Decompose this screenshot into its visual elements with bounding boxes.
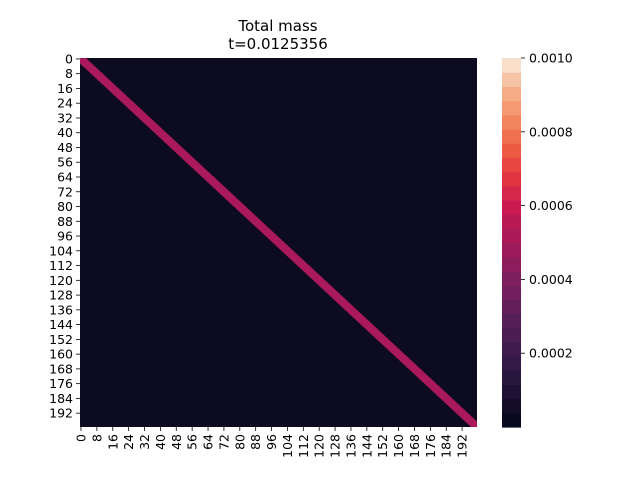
y-tick-label: 64: [57, 170, 73, 185]
colorbar: 0.0002 0.0004 0.0006 0.0008 0.0010: [502, 51, 573, 428]
heatmap-plot-area: [80, 58, 477, 427]
colorbar-tick-label: 0.0004: [529, 272, 573, 287]
colorbar-step: [502, 214, 521, 229]
y-tick-label: 16: [57, 81, 73, 96]
x-tick-label: 72: [216, 434, 231, 450]
y-tick-label: 128: [49, 288, 73, 303]
colorbar-step: [502, 199, 521, 215]
colorbar-step: [502, 270, 521, 286]
colorbar-step: [502, 370, 521, 386]
colorbar-step: [502, 171, 521, 187]
colorbar-step: [502, 157, 521, 173]
y-axis: 0816243240485664728088961041121201281361…: [49, 51, 80, 421]
x-tick-label: 160: [391, 434, 406, 458]
x-tick-label: 144: [359, 434, 374, 458]
x-tick-label: 96: [264, 434, 279, 450]
colorbar-step: [502, 86, 521, 102]
colorbar-tick-label: 0.0002: [529, 346, 573, 361]
colorbar-tick-label: 0.0008: [529, 124, 573, 139]
x-tick-label: 176: [423, 434, 438, 458]
y-tick-label: 144: [49, 317, 73, 332]
x-tick-label: 56: [185, 434, 200, 450]
x-tick-label: 184: [439, 434, 454, 458]
x-tick-label: 40: [153, 434, 168, 450]
x-tick-label: 88: [248, 434, 263, 450]
y-tick-label: 32: [57, 110, 73, 125]
colorbar-step: [502, 72, 521, 87]
x-tick-label: 120: [312, 434, 327, 458]
x-tick-label: 112: [296, 434, 311, 458]
colorbar-tick-label: 0.0006: [529, 198, 573, 213]
colorbar-step: [502, 398, 521, 414]
colorbar-step: [502, 114, 521, 130]
y-tick-label: 104: [49, 243, 73, 258]
x-tick-label: 80: [232, 434, 247, 450]
x-tick-label: 24: [121, 434, 136, 450]
y-tick-label: 160: [49, 347, 73, 362]
y-tick-label: 96: [57, 229, 73, 244]
y-tick-label: 184: [49, 391, 73, 406]
colorbar-step: [502, 256, 521, 272]
x-tick-label: 0: [73, 434, 88, 442]
x-tick-label: 192: [455, 434, 470, 458]
x-tick-label: 8: [89, 434, 104, 442]
colorbar-step: [502, 100, 521, 116]
colorbar-step: [502, 228, 521, 244]
y-tick-label: 8: [65, 66, 73, 81]
x-tick-label: 136: [343, 434, 358, 458]
x-tick-label: 168: [407, 434, 422, 458]
y-tick-label: 56: [57, 155, 73, 170]
y-tick-label: 24: [57, 96, 73, 111]
colorbar-step: [502, 412, 521, 428]
x-tick-label: 128: [328, 434, 343, 458]
x-tick-label: 104: [280, 434, 295, 458]
x-tick-label: 32: [137, 434, 152, 450]
chart-title: Total mass: [237, 17, 317, 35]
colorbar-step: [502, 242, 521, 258]
colorbar-step: [502, 143, 521, 158]
y-tick-label: 152: [49, 332, 73, 347]
y-tick-label: 112: [49, 258, 73, 273]
y-tick-label: 80: [57, 199, 73, 214]
y-tick-label: 176: [49, 376, 73, 391]
y-tick-label: 0: [65, 51, 73, 66]
y-tick-label: 72: [57, 184, 73, 199]
x-tick-label: 152: [375, 434, 390, 458]
colorbar-tick-label: 0.0010: [529, 51, 573, 66]
chart-subtitle: t=0.0125356: [228, 35, 328, 53]
colorbar-step: [502, 299, 521, 315]
colorbar-step: [502, 58, 521, 73]
x-axis: 0 8 16 24 32 40 48 56 64 72 80 88 96 104 112 120 128 136 1…: [73, 427, 470, 458]
y-tick-label: 40: [57, 125, 73, 140]
colorbar-step: [502, 356, 521, 371]
colorbar-step: [502, 313, 521, 329]
y-tick-label: 168: [49, 361, 73, 376]
y-tick-label: 192: [49, 406, 73, 421]
colorbar-step: [502, 285, 521, 300]
y-tick-label: 120: [49, 273, 73, 288]
colorbar-step: [502, 327, 521, 343]
y-tick-label: 88: [57, 214, 73, 229]
diagonal-band: [80, 58, 477, 427]
colorbar-step: [502, 128, 521, 144]
x-tick-label: 64: [201, 434, 216, 450]
y-tick-label: 48: [57, 140, 73, 155]
colorbar-step: [502, 341, 521, 357]
x-tick-label: 16: [105, 434, 120, 450]
colorbar-step: [502, 384, 521, 400]
x-tick-label: 48: [169, 434, 184, 450]
colorbar-step: [502, 185, 521, 201]
y-tick-label: 136: [49, 302, 73, 317]
